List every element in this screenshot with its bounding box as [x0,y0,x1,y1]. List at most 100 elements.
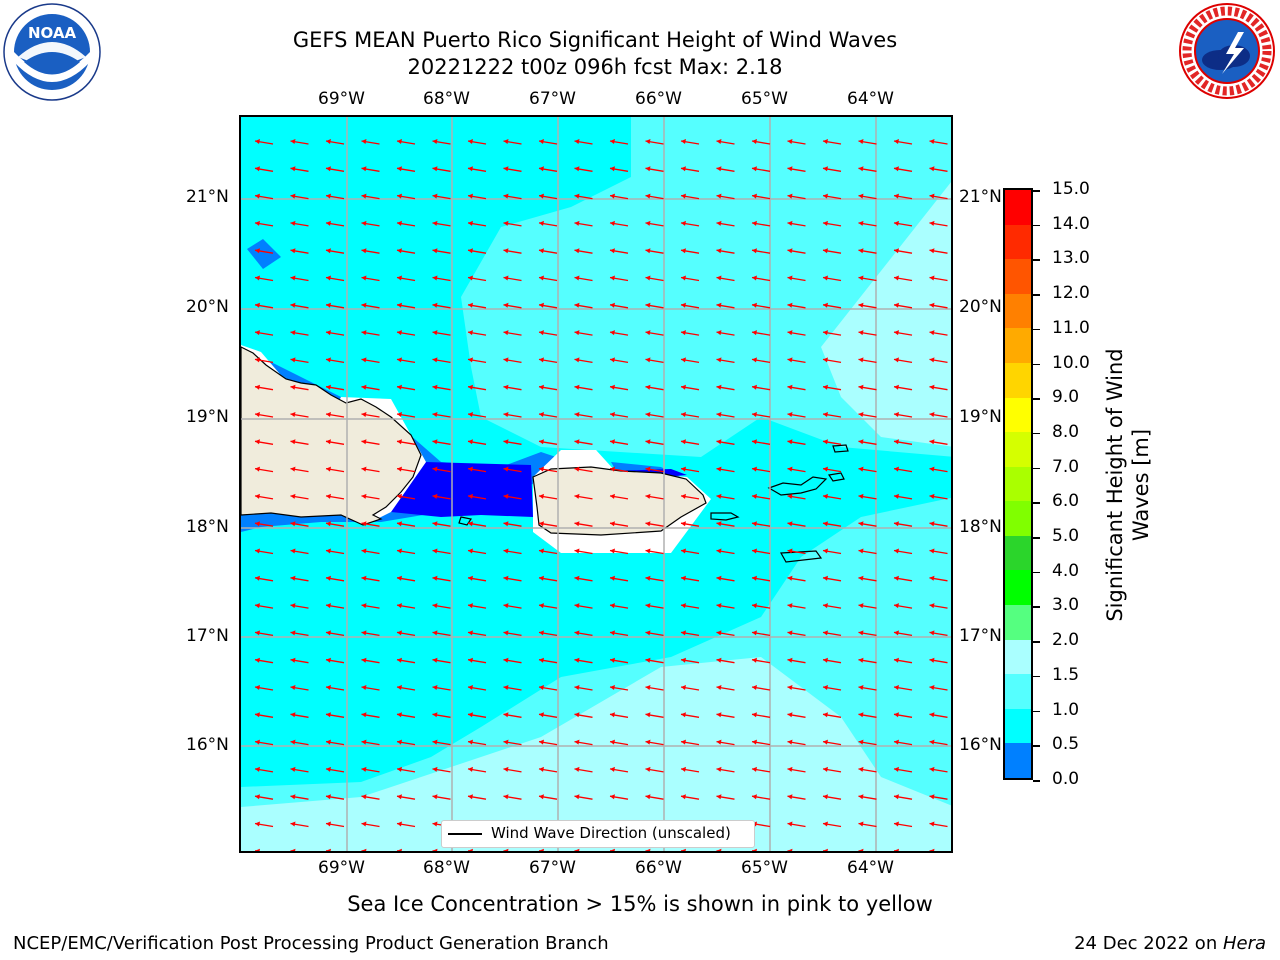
wind-wave-arrow-head [432,766,438,772]
wind-wave-arrow-head [681,493,686,499]
wind-wave-arrow-head [468,193,473,199]
wind-wave-arrow-head [432,794,438,800]
lon-label-bottom-65w: 65°W [741,858,788,878]
wind-wave-arrow-head [503,412,509,417]
wind-wave-arrow-head [894,439,899,445]
colorbar-tick-mark [1033,432,1040,435]
wind-wave-arrow-head [681,548,686,554]
wind-wave-arrow-head [610,685,615,690]
wind-wave-arrow-head [610,630,615,636]
wind-wave-arrow-head [645,548,651,554]
wind-wave-arrow-head [574,248,580,254]
wind-wave-arrow-head [681,794,686,800]
wind-wave-arrow [893,850,900,851]
wind-wave-arrow-head [468,521,473,527]
wind-wave-arrow-head [823,521,828,527]
wind-wave-arrow-head [716,657,722,663]
wind-wave-arrow-head [574,739,580,745]
wind-wave-arrow-head [681,657,686,663]
wind-wave-arrow-head [752,766,757,772]
wind-wave-arrow-head [787,603,793,609]
wind-wave-arrow-head [787,630,793,636]
wind-wave-arrow-head [681,766,686,772]
wind-wave-arrow-head [539,139,544,144]
wind-wave-arrow-head [397,248,402,254]
wind-wave-arrow-head [326,848,331,851]
wind-wave-arrow-head [645,302,651,308]
wind-wave-arrow-head [610,193,615,199]
colorbar-tick-mark [1033,606,1040,608]
wind-wave-arrow-head [610,384,615,390]
land-islet-north [832,444,849,453]
wind-wave-arrow-head [503,493,509,499]
wind-wave-arrow-head [716,739,722,745]
wind-wave-arrow-head [823,248,828,254]
wind-wave-arrow-head [361,193,367,199]
wind-wave-arrow-head [894,330,899,336]
wind-wave-arrow-head [823,384,828,390]
wind-wave-arrow-head [468,657,473,663]
wind-wave-arrow-head [468,603,473,609]
wind-wave-arrow-head [361,548,367,554]
wind-wave-arrow-head [361,794,367,800]
wind-wave-arrow-head [539,330,544,336]
wind-wave-arrow-head [503,848,509,851]
wind-wave-arrow [609,850,616,851]
wind-wave-arrow-head [752,166,757,172]
wind-wave-arrow-head [574,548,580,554]
wind-wave-arrow-head [610,412,615,417]
wind-wave-arrow-head [503,548,509,554]
wind-wave-arrow-head [929,548,935,554]
wind-wave-arrow-head [432,603,438,609]
wind-wave-arrow-head [752,575,757,581]
wind-wave-arrow-head [539,193,544,199]
wind-wave-arrow-head [361,603,367,609]
wind-wave-arrow-head [539,275,544,281]
wind-wave-arrow-head [539,248,544,254]
wind-wave-arrow-head [574,712,580,718]
wind-wave-arrow-head [858,439,864,445]
wind-wave-arrow-head [894,384,899,390]
wind-wave-arrow-head [468,357,473,363]
wind-wave-arrow-head [468,466,473,472]
wind-wave-arrow-head [787,384,793,390]
wind-wave-arrow-head [823,794,828,800]
wind-wave-arrow-head [290,439,296,445]
wind-wave-arrow-head [787,493,793,499]
wind-wave-arrow-head [610,739,615,745]
wind-wave-arrow-head [894,139,899,144]
wind-wave-arrow-head [361,657,367,663]
lon-label-top-64w: 64°W [847,89,894,109]
wind-wave-arrow-head [823,548,828,554]
wind-wave-arrow-head [361,166,367,172]
band-0-5-1-0-spot [247,239,281,269]
lon-label-bottom-66w: 66°W [635,858,682,878]
wind-wave-arrow-head [574,412,580,417]
wind-wave-arrow-head [645,466,651,472]
wind-wave-arrow-head [752,412,757,417]
wind-wave-arrow-head [361,439,367,445]
wind-wave-arrow-head [681,139,686,144]
wind-wave-arrow-head [929,794,935,800]
wind-wave-arrow-head [929,657,935,663]
wind-wave-arrow-head [894,548,899,554]
wind-wave-arrow-head [929,739,935,745]
wind-wave-arrow-head [716,848,722,851]
wind-wave-arrow-head [610,330,615,336]
wind-wave-arrow-head [858,302,864,308]
lat-label-right-18n: 18°N [959,517,1002,537]
colorbar-tick-mark [1033,467,1040,470]
wind-wave-arrow-head [503,657,509,663]
wind-wave-arrow-head [290,603,296,609]
wind-wave-arrow-head [787,712,793,718]
wind-wave-arrow-head [716,603,722,609]
colorbar-segment [1005,570,1031,606]
colorbar-tick-mark [1033,571,1040,574]
colorbar-segment [1005,259,1031,295]
wind-wave-arrow-head [255,603,260,609]
wind-wave-arrow-head [894,521,899,527]
wind-wave-arrow-head [397,521,402,527]
footer-machine: Hera [1222,933,1266,954]
wind-wave-arrow-head [716,685,722,690]
wind-wave-arrow-head [716,521,722,527]
